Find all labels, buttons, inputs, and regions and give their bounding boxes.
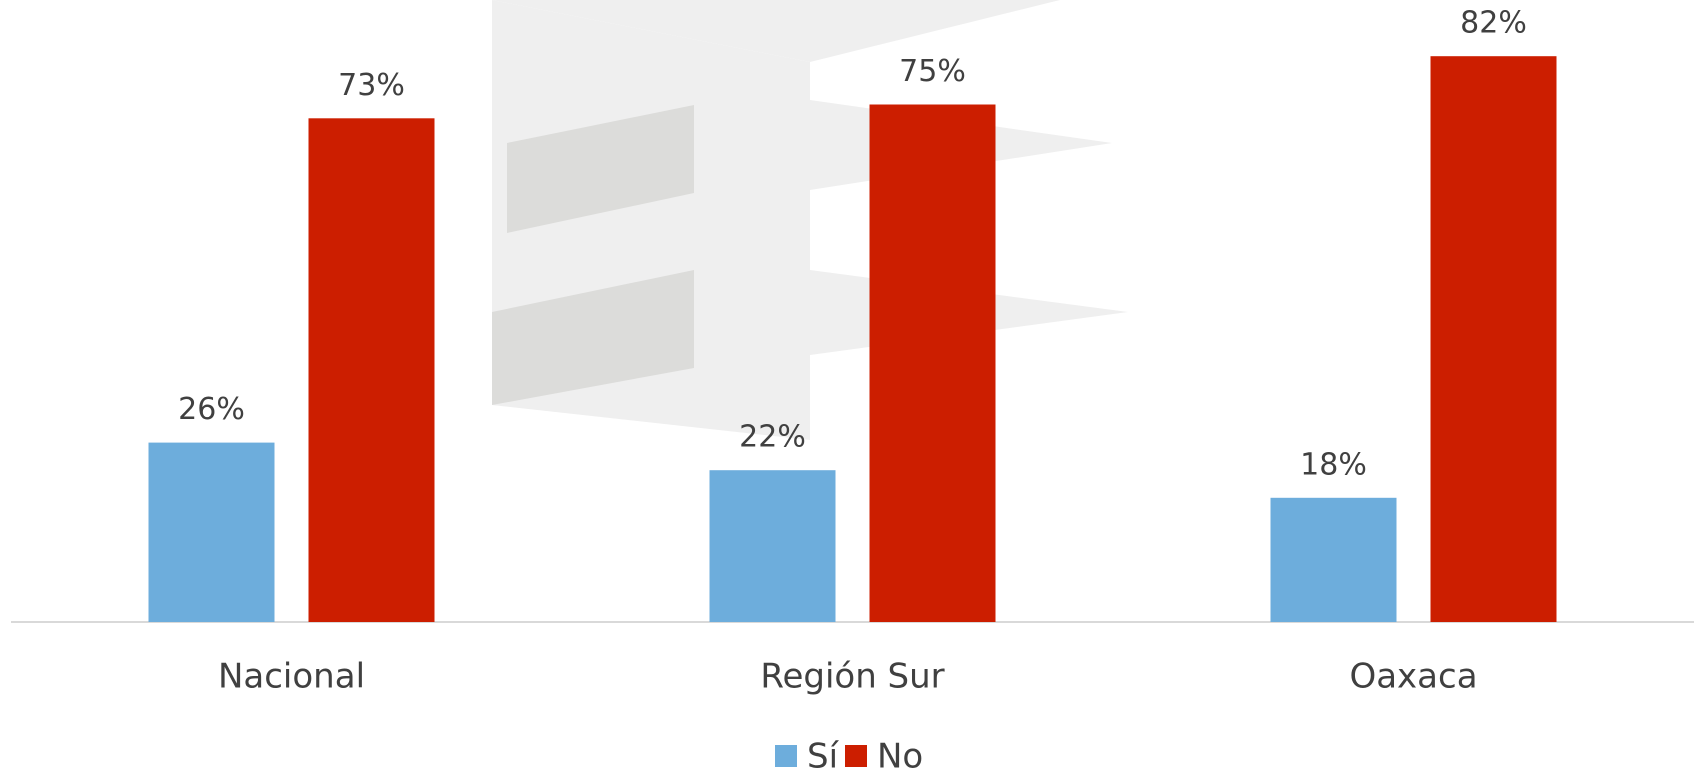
x-tick-label: Oaxaca	[1349, 657, 1477, 697]
legend-swatch	[845, 745, 867, 767]
value-label: 82%	[1460, 6, 1527, 41]
bar	[1270, 497, 1397, 622]
bar	[869, 104, 996, 622]
value-label: 73%	[338, 68, 405, 103]
value-label: 18%	[1300, 447, 1367, 482]
bar	[148, 442, 275, 622]
value-label: 22%	[739, 420, 806, 455]
value-label: 26%	[178, 392, 245, 427]
bar	[1430, 56, 1557, 622]
watermark-shape	[492, 0, 1060, 62]
bar	[308, 118, 435, 623]
watermark-shape	[507, 105, 694, 233]
value-label: 75%	[899, 54, 966, 89]
watermark-shape	[492, 270, 694, 405]
x-tick-label: Región Sur	[760, 657, 944, 697]
watermark	[492, 0, 1128, 440]
x-tick-label: Nacional	[218, 657, 365, 697]
legend-label: Sí	[807, 737, 840, 773]
legend-swatch	[775, 745, 797, 767]
legend-label: No	[877, 737, 923, 773]
bar	[709, 470, 836, 622]
